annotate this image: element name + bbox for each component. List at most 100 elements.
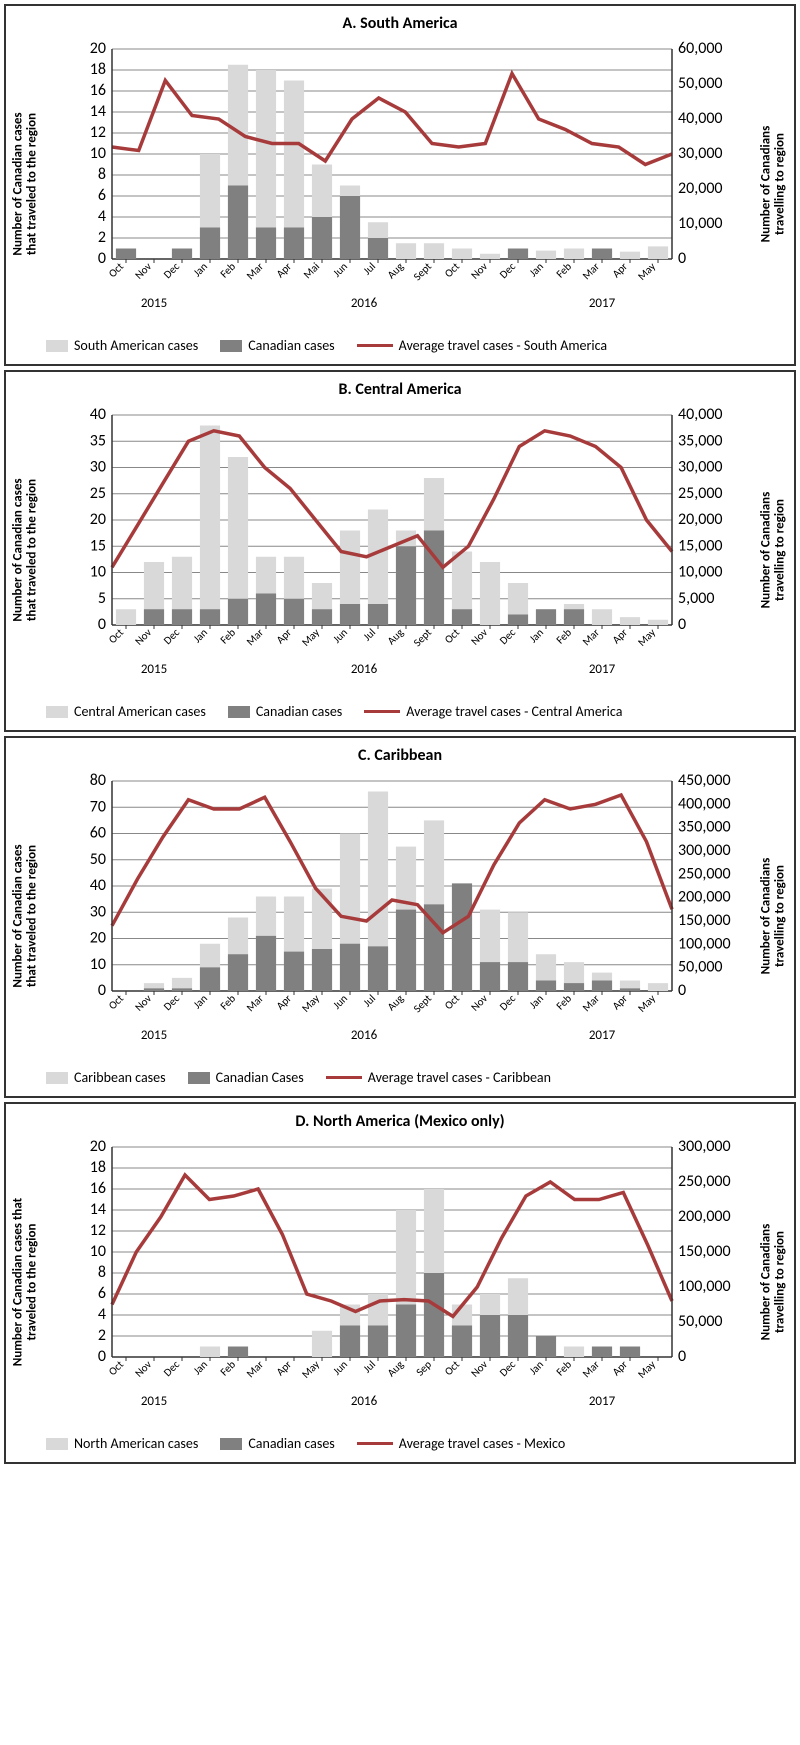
svg-text:Jun: Jun (330, 260, 350, 280)
svg-text:Mai: Mai (301, 260, 322, 281)
bar-total (312, 1331, 332, 1357)
svg-text:May: May (635, 992, 658, 1015)
bar-dark (592, 1347, 612, 1358)
chart-area: Number of Canadian casesthat traveled to… (16, 405, 784, 695)
svg-text:10: 10 (90, 955, 106, 974)
svg-text:Jan: Jan (527, 260, 547, 280)
svg-text:Nov: Nov (132, 260, 154, 282)
svg-text:Oct: Oct (442, 1358, 462, 1378)
bar-total (620, 617, 640, 625)
svg-text:Dec: Dec (497, 992, 518, 1013)
chart-area: Number of Canadian cases thattraveled to… (16, 1137, 784, 1427)
bar-dark (592, 249, 612, 260)
bar-total (648, 983, 668, 991)
svg-text:Feb: Feb (554, 992, 575, 1013)
legend-item-regional: Central American cases (46, 703, 206, 720)
svg-text:May: May (299, 992, 322, 1015)
svg-text:4: 4 (98, 207, 106, 226)
svg-text:300,000: 300,000 (678, 841, 731, 860)
svg-text:25: 25 (90, 484, 106, 503)
svg-text:Dec: Dec (497, 260, 518, 281)
legend-label: Caribbean cases (74, 1069, 166, 1086)
svg-text:2015: 2015 (141, 296, 167, 311)
bar-dark (620, 988, 640, 991)
svg-text:20: 20 (90, 1137, 106, 1156)
svg-text:100,000: 100,000 (678, 934, 731, 953)
svg-text:Aug: Aug (385, 992, 406, 1013)
svg-text:0: 0 (678, 981, 686, 1000)
svg-text:Mar: Mar (244, 260, 266, 282)
bar-dark (396, 910, 416, 991)
svg-text:18: 18 (90, 1158, 106, 1177)
legend-item-regional: North American cases (46, 1435, 198, 1452)
bar-dark (620, 1347, 640, 1358)
svg-text:Nov: Nov (468, 626, 490, 648)
bar-total (480, 254, 500, 259)
svg-text:0: 0 (678, 615, 686, 634)
bar-total (536, 251, 556, 259)
svg-text:0: 0 (98, 1347, 106, 1366)
svg-text:10: 10 (90, 1242, 106, 1261)
svg-text:0: 0 (98, 981, 106, 1000)
svg-text:20,000: 20,000 (678, 510, 723, 529)
svg-text:Feb: Feb (554, 626, 575, 647)
svg-text:50: 50 (90, 850, 106, 869)
bar-dark (536, 609, 556, 625)
svg-text:18: 18 (90, 60, 106, 79)
svg-text:450,000: 450,000 (678, 771, 731, 790)
svg-text:Oct: Oct (106, 626, 126, 646)
svg-text:12: 12 (90, 1221, 106, 1240)
bar-dark (144, 988, 164, 991)
svg-text:200,000: 200,000 (678, 888, 731, 907)
svg-text:250,000: 250,000 (678, 1172, 731, 1191)
bar-dark (368, 238, 388, 259)
bar-dark (340, 604, 360, 625)
svg-text:Feb: Feb (554, 260, 575, 281)
svg-text:Aug: Aug (385, 260, 406, 281)
svg-text:30,000: 30,000 (678, 458, 723, 477)
bar-dark (536, 1336, 556, 1357)
svg-text:35: 35 (90, 431, 106, 450)
svg-text:0: 0 (678, 1347, 686, 1366)
svg-text:2017: 2017 (589, 1028, 616, 1043)
svg-text:Apr: Apr (274, 260, 295, 281)
svg-text:16: 16 (90, 81, 106, 100)
svg-text:Oct: Oct (442, 626, 462, 646)
svg-text:Feb: Feb (218, 992, 239, 1013)
bar-dark (592, 981, 612, 992)
legend: South American cases Canadian cases Aver… (16, 329, 784, 358)
bar-dark (564, 609, 584, 625)
bar-dark (200, 228, 220, 260)
svg-text:0: 0 (678, 249, 686, 268)
svg-text:Mar: Mar (580, 626, 602, 648)
y-axis-left-label: Number of Canadian casesthat traveled to… (12, 816, 41, 1016)
svg-text:16: 16 (90, 1179, 106, 1198)
bar-dark (368, 946, 388, 991)
bar-total (424, 243, 444, 259)
svg-text:Dec: Dec (161, 260, 182, 281)
bar-total (200, 426, 220, 626)
legend-item-canadian: Canadian cases (220, 1435, 334, 1452)
bar-dark (256, 228, 276, 260)
bar-dark (452, 609, 472, 625)
legend-item-regional: Caribbean cases (46, 1069, 166, 1086)
bar-total (564, 1347, 584, 1358)
svg-text:Oct: Oct (442, 260, 462, 280)
bar-dark (424, 1273, 444, 1357)
svg-text:May: May (299, 1358, 322, 1381)
chart-title: C. Caribbean (16, 746, 784, 765)
bar-dark (256, 594, 276, 626)
svg-text:Jun: Jun (330, 992, 350, 1012)
svg-text:10,000: 10,000 (678, 563, 723, 582)
bar-dark (228, 599, 248, 625)
svg-text:2017: 2017 (589, 1394, 616, 1409)
bar-total (396, 243, 416, 259)
bar-dark (452, 1326, 472, 1358)
svg-text:150,000: 150,000 (678, 911, 731, 930)
svg-text:2017: 2017 (589, 296, 616, 311)
svg-text:8: 8 (98, 165, 106, 184)
bar-dark (508, 249, 528, 260)
panel-C: C. Caribbean Number of Canadian casestha… (4, 736, 796, 1098)
bar-total (480, 562, 500, 625)
y-axis-left-label: Number of Canadian casesthat traveled to… (12, 450, 41, 650)
